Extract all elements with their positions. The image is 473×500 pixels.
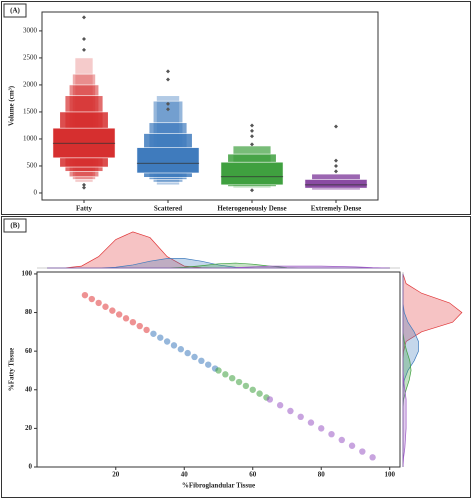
outlier	[82, 182, 86, 187]
outlier	[82, 15, 86, 20]
scatter-point	[81, 291, 89, 299]
y-tick-label: 40	[25, 385, 33, 393]
x-tick-label: Fatty	[76, 205, 92, 213]
x-tick-label: 40	[181, 471, 189, 479]
scatter-point	[150, 330, 157, 337]
scatter-point	[95, 299, 102, 307]
scatter-point	[318, 425, 325, 432]
x-axis-label: %Fibroglandular Tissue	[182, 482, 255, 490]
outlier	[334, 169, 338, 174]
scatter-point	[297, 413, 304, 421]
letter-value-box	[304, 179, 368, 189]
scatter-point	[249, 386, 256, 393]
y-tick-label: 100	[22, 270, 33, 278]
scatter-point	[109, 307, 116, 314]
panel-label-box	[3, 3, 27, 18]
outlier	[250, 123, 254, 128]
x-tick-label: Scattered	[154, 205, 182, 213]
scatter-point	[369, 454, 376, 461]
scatter-point	[122, 315, 130, 322]
scatter-point	[235, 378, 243, 386]
y-axis-label: %Fatty Tissue	[8, 348, 16, 392]
marginal-density-y	[402, 273, 463, 467]
outlier	[166, 77, 170, 82]
scatter-point	[222, 371, 229, 378]
outlier	[334, 158, 338, 163]
panel-a-border	[1, 1, 471, 215]
y-tick-label: 60	[25, 347, 33, 355]
outlier	[250, 188, 254, 193]
scatter-point	[198, 357, 205, 365]
y-tick-label: 20	[25, 424, 33, 432]
outlier	[250, 142, 254, 147]
scatter-point	[266, 396, 274, 403]
scatter-point	[307, 419, 315, 426]
scatter-point	[143, 326, 150, 334]
x-tick-label: Extremely Dense	[311, 205, 362, 213]
letter-value-box	[136, 147, 200, 174]
outlier	[82, 37, 86, 42]
panel-label-box	[3, 218, 27, 233]
scatter-point	[102, 303, 109, 310]
y-axis-label: Volume (cm³)	[8, 85, 16, 126]
x-tick-label: Heterogeneously Dense	[217, 205, 286, 213]
panel-b-border	[1, 216, 471, 498]
outlier	[166, 107, 170, 112]
scatter-point	[287, 407, 294, 415]
scatter-point	[348, 442, 356, 449]
scatter-point	[338, 436, 345, 444]
outlier	[166, 101, 170, 106]
marginal-density-x	[47, 231, 390, 269]
y-tick-label: 2500	[23, 54, 38, 62]
scatter-point	[191, 353, 198, 361]
plot-frame	[41, 11, 379, 201]
scatter-point	[115, 311, 123, 318]
outlier	[250, 128, 254, 133]
scatter-point	[157, 334, 164, 341]
scatter-point	[136, 322, 143, 330]
scatter-point	[276, 402, 284, 409]
panel-label: (B)	[10, 222, 20, 230]
scatter-point	[228, 374, 236, 382]
y-tick-label: 3000	[23, 27, 38, 35]
x-tick-label: 20	[112, 471, 120, 479]
plot-frame	[36, 271, 401, 468]
outlier	[82, 47, 86, 52]
marginal-density-y	[402, 273, 407, 468]
scatter-point	[163, 338, 171, 345]
scatter-point	[256, 390, 263, 397]
y-tick-label: 80	[25, 308, 33, 316]
outlier	[334, 124, 338, 129]
y-tick-label: 0	[29, 463, 33, 471]
outlier	[82, 185, 86, 190]
y-tick-label: 0	[34, 189, 38, 197]
marginal-density-x	[47, 265, 390, 269]
scatter-point	[177, 346, 185, 353]
scatter-point	[205, 361, 212, 368]
scatter-point	[328, 430, 335, 438]
x-tick-label: 60	[249, 471, 257, 479]
scatter-point	[170, 342, 178, 349]
x-tick-label: 80	[318, 471, 326, 479]
y-tick-label: 500	[27, 162, 38, 170]
panel-label: (A)	[10, 7, 20, 15]
outlier	[250, 134, 254, 139]
y-tick-label: 1000	[23, 135, 38, 143]
y-tick-label: 1500	[23, 108, 38, 116]
scatter-point	[215, 367, 222, 374]
scatter-point	[88, 295, 95, 303]
outlier	[334, 163, 338, 168]
scatter-point	[242, 382, 250, 390]
y-tick-label: 2000	[23, 81, 38, 89]
outlier	[166, 69, 170, 74]
letter-value-box	[220, 161, 284, 186]
scatter-point	[129, 318, 137, 326]
scatter-point	[359, 448, 366, 455]
scatter-point	[184, 349, 191, 357]
x-tick-label: 100	[384, 471, 395, 479]
